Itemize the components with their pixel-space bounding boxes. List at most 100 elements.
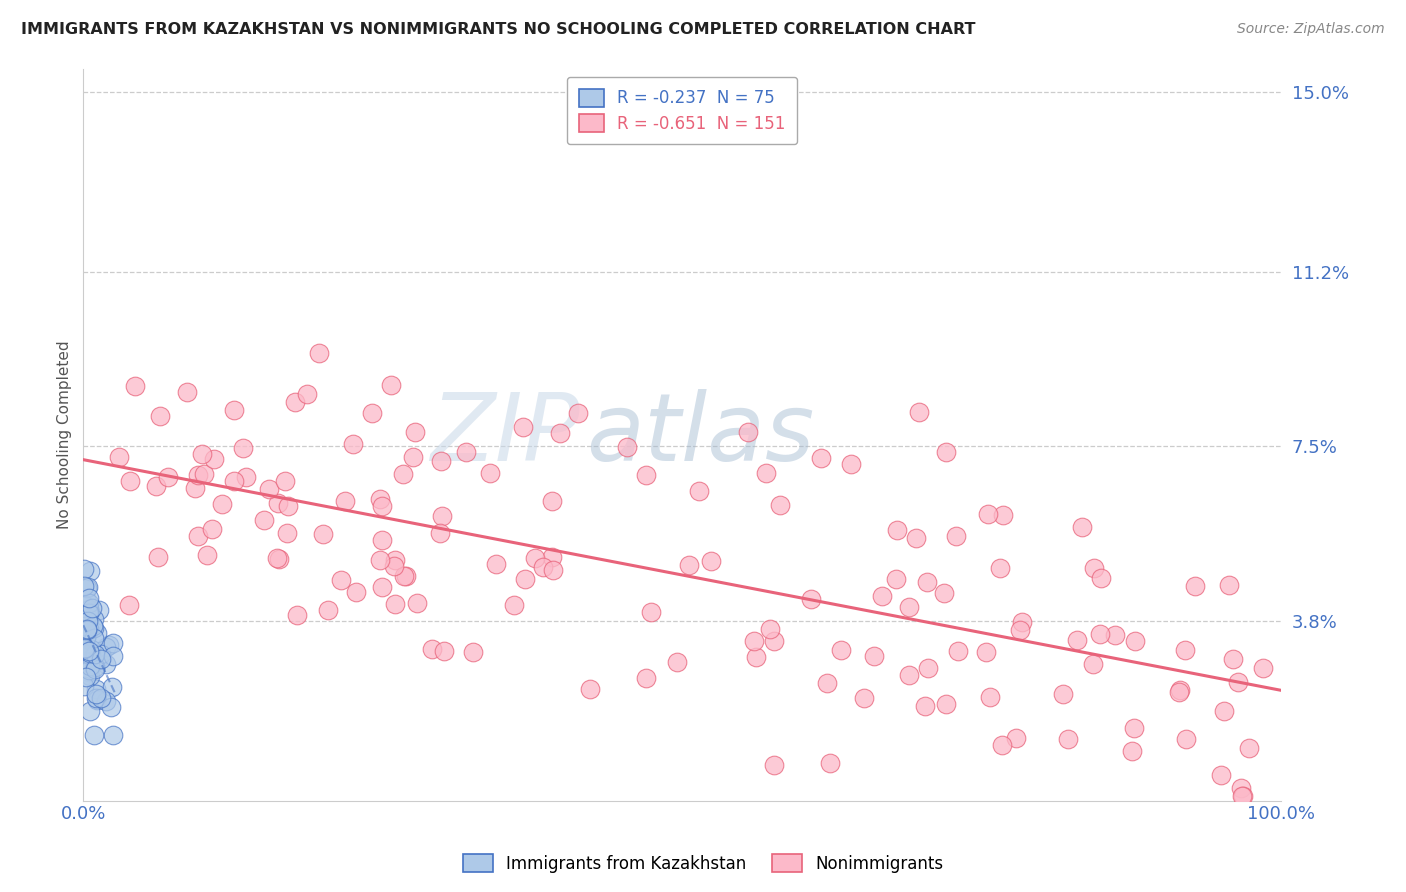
- Point: [120, 474, 142, 488]
- Point: [295, 387, 318, 401]
- Point: [187, 468, 209, 483]
- Point: [73, 610, 96, 624]
- Point: [917, 661, 939, 675]
- Point: [73, 640, 96, 655]
- Point: [77, 644, 100, 658]
- Point: [1011, 615, 1033, 630]
- Text: Source: ZipAtlas.com: Source: ZipAtlas.com: [1237, 22, 1385, 37]
- Point: [1230, 781, 1253, 796]
- Point: [395, 569, 418, 583]
- Point: [75, 619, 97, 633]
- Point: [184, 481, 207, 495]
- Point: [287, 607, 309, 622]
- Point: [193, 467, 215, 481]
- Point: [368, 553, 391, 567]
- Point: [1090, 571, 1112, 585]
- Point: [541, 549, 564, 564]
- Point: [370, 533, 392, 547]
- Point: [634, 671, 657, 685]
- Point: [1083, 561, 1105, 575]
- Point: [678, 558, 700, 572]
- Point: [222, 474, 245, 488]
- Point: [108, 450, 131, 465]
- Point: [79, 605, 101, 619]
- Point: [543, 563, 565, 577]
- Point: [384, 597, 406, 611]
- Point: [935, 697, 957, 711]
- Point: [863, 648, 886, 663]
- Point: [274, 474, 297, 488]
- Point: [884, 572, 907, 586]
- Point: [312, 527, 335, 541]
- Point: [548, 425, 571, 440]
- Point: [1008, 623, 1031, 637]
- Point: [86, 692, 108, 706]
- Point: [201, 522, 224, 536]
- Point: [742, 634, 765, 648]
- Point: [77, 663, 100, 677]
- Point: [80, 622, 103, 636]
- Point: [430, 454, 453, 468]
- Point: [266, 496, 288, 510]
- Point: [80, 645, 103, 659]
- Point: [73, 579, 96, 593]
- Point: [73, 625, 96, 640]
- Point: [503, 598, 526, 612]
- Point: [935, 444, 957, 458]
- Point: [75, 591, 97, 606]
- Point: [759, 622, 782, 636]
- Point: [76, 580, 98, 594]
- Point: [915, 574, 938, 589]
- Point: [1121, 744, 1143, 758]
- Point: [80, 601, 103, 615]
- Point: [97, 638, 120, 652]
- Point: [77, 606, 100, 620]
- Point: [83, 728, 105, 742]
- Point: [384, 552, 406, 566]
- Point: [429, 525, 451, 540]
- Point: [75, 630, 97, 644]
- Point: [276, 526, 298, 541]
- Point: [83, 632, 105, 646]
- Point: [103, 648, 125, 663]
- Point: [77, 647, 100, 661]
- Point: [83, 621, 105, 635]
- Point: [84, 681, 107, 696]
- Point: [76, 623, 98, 637]
- Point: [77, 665, 100, 679]
- Point: [87, 652, 110, 666]
- Point: [1174, 642, 1197, 657]
- Point: [211, 497, 233, 511]
- Point: [79, 704, 101, 718]
- Point: [124, 378, 146, 392]
- Point: [392, 467, 415, 481]
- Point: [84, 662, 107, 676]
- Point: [257, 483, 280, 497]
- Text: IMMIGRANTS FROM KAZAKHSTAN VS NONIMMIGRANTS NO SCHOOLING COMPLETED CORRELATION C: IMMIGRANTS FROM KAZAKHSTAN VS NONIMMIGRA…: [21, 22, 976, 37]
- Point: [1184, 578, 1206, 592]
- Point: [103, 727, 125, 741]
- Point: [830, 643, 852, 657]
- Point: [252, 513, 274, 527]
- Point: [90, 652, 112, 666]
- Point: [945, 529, 967, 543]
- Point: [898, 667, 921, 681]
- Point: [1175, 731, 1198, 746]
- Point: [75, 648, 97, 663]
- Point: [461, 645, 484, 659]
- Point: [76, 655, 98, 669]
- Point: [737, 425, 759, 439]
- Point: [73, 644, 96, 658]
- Point: [886, 523, 908, 537]
- Point: [870, 589, 893, 603]
- Point: [745, 649, 768, 664]
- Point: [190, 447, 212, 461]
- Legend: R = -0.237  N = 75, R = -0.651  N = 151: R = -0.237 N = 75, R = -0.651 N = 151: [567, 77, 797, 145]
- Point: [100, 700, 122, 714]
- Point: [368, 492, 391, 507]
- Point: [640, 605, 662, 619]
- Point: [380, 377, 402, 392]
- Point: [540, 493, 562, 508]
- Point: [990, 738, 1012, 752]
- Point: [914, 698, 936, 713]
